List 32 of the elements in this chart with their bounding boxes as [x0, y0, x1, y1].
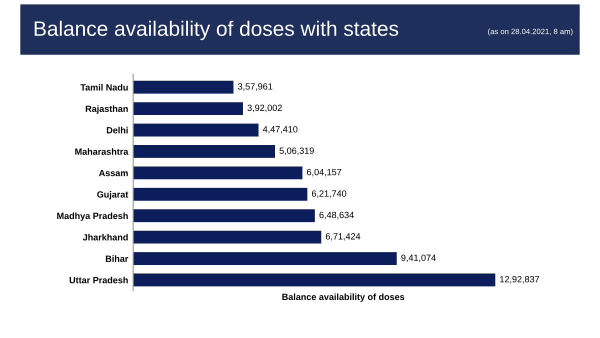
bar: [133, 230, 322, 244]
data-label: 6,21,740: [312, 190, 346, 198]
y-tick-label: Maharashtra: [75, 148, 128, 155]
y-tick-label: Delhi: [106, 126, 128, 134]
bar: [133, 145, 275, 158]
bar: [133, 80, 234, 94]
y-tick-label: Bihar: [106, 255, 128, 262]
y-tick-label: Gujarat: [97, 191, 128, 200]
y-tick-label: Tamil Nadu: [80, 84, 128, 91]
chart-title: Balance availability of doses with states: [34, 20, 398, 40]
y-tick-label: Rajasthan: [86, 105, 128, 114]
data-label: 3,92,002: [247, 104, 282, 112]
y-tick-label: Assam: [98, 170, 128, 176]
y-tick-label: Jharkhand: [82, 234, 128, 240]
data-label: 6,48,634: [319, 212, 354, 220]
bar: [133, 209, 315, 222]
data-label: 6,04,157: [307, 168, 342, 176]
bar: [133, 274, 496, 286]
data-label: 4,47,410: [262, 126, 298, 134]
data-label: 3,57,961: [238, 83, 272, 91]
bar: [133, 124, 258, 136]
data-label: 6,71,424: [326, 233, 360, 241]
y-tick-label: Uttar Pradesh: [70, 276, 128, 284]
y-tick-label: Madhya Pradesh: [57, 212, 128, 221]
bar: [133, 188, 308, 201]
data-label: 12,92,837: [500, 276, 540, 284]
bar: [133, 102, 243, 116]
data-label: 9,41,074: [401, 254, 436, 262]
bar: [133, 166, 302, 180]
x-axis-title: Balance availability of doses: [282, 293, 404, 302]
bar: [133, 252, 397, 265]
data-label: 5,06,319: [280, 147, 314, 155]
